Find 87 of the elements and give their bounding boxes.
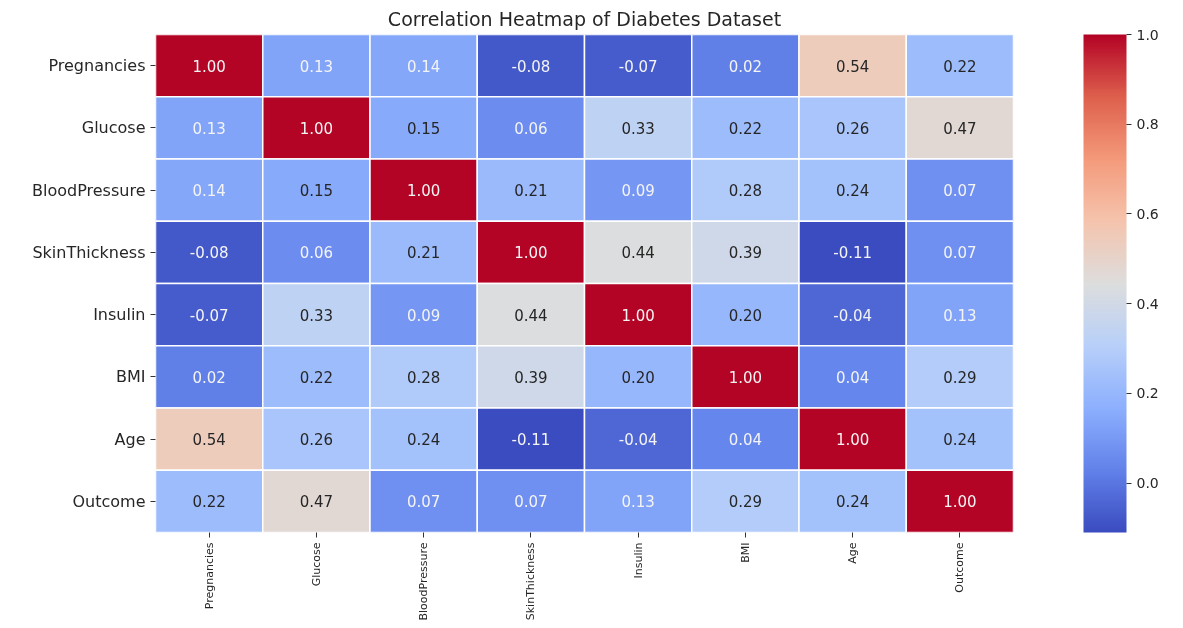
data-label: 0.07 (514, 493, 548, 512)
data-label: 0.39 (514, 368, 548, 387)
data-label: 0.09 (621, 182, 655, 201)
color-bar-label: 0.0 (1136, 475, 1159, 492)
x-tick-label: Age (846, 542, 860, 564)
data-label: 0.28 (728, 182, 763, 201)
data-label: 0.26 (835, 119, 870, 138)
data-label: 0.47 (943, 119, 977, 138)
data-label: 1.00 (299, 119, 334, 138)
data-label: 0.24 (835, 493, 870, 512)
data-label: 0.14 (406, 57, 441, 76)
data-label: 0.22 (943, 57, 977, 76)
data-label: 0.15 (299, 182, 334, 201)
data-label: 0.13 (621, 493, 655, 512)
data-label: 0.22 (728, 119, 763, 138)
data-label: 0.29 (728, 493, 763, 512)
y-tick-label: Insulin (93, 305, 146, 325)
data-label: 0.28 (406, 368, 441, 387)
y-tick-label: Age (114, 429, 146, 449)
x-tick-label: Pregnancies (202, 542, 216, 610)
data-label: 1.00 (835, 431, 870, 450)
x-tick-label: BloodPressure (417, 542, 431, 621)
data-label: 0.26 (299, 431, 334, 450)
data-label: 1.00 (728, 368, 763, 387)
data-label: 1.00 (621, 306, 655, 325)
data-label: 0.54 (192, 431, 226, 450)
data-label: 0.15 (406, 119, 441, 138)
y-tick-label: BloodPressure (32, 180, 146, 200)
data-label: -0.11 (511, 431, 551, 450)
data-label: 0.13 (299, 57, 334, 76)
data-label: 0.14 (192, 182, 226, 201)
y-tick-label: BMI (116, 367, 146, 387)
data-label: 0.07 (943, 244, 977, 263)
color-bar-label: 0.2 (1136, 385, 1159, 402)
data-label: 0.13 (192, 119, 226, 138)
data-label: 0.07 (406, 493, 441, 512)
data-label: 0.47 (299, 493, 334, 512)
data-label: 1.00 (943, 493, 977, 512)
y-tick-label: Outcome (72, 491, 146, 511)
x-tick-label: Outcome (953, 542, 967, 593)
data-label: 0.24 (943, 431, 977, 450)
data-label: 0.20 (621, 368, 655, 387)
data-label: 0.02 (728, 57, 763, 76)
data-label: 0.39 (728, 244, 763, 263)
data-label: 0.44 (514, 306, 548, 325)
data-label: -0.04 (833, 306, 873, 325)
data-label: 0.02 (192, 368, 226, 387)
data-label: 0.54 (835, 57, 870, 76)
y-tick-label: Glucose (81, 118, 146, 138)
data-label: -0.07 (618, 57, 658, 76)
data-label: 0.29 (943, 368, 977, 387)
data-label: 0.22 (299, 368, 334, 387)
data-label: 0.04 (728, 431, 763, 450)
data-label: 1.00 (406, 182, 441, 201)
data-label: 0.22 (192, 493, 226, 512)
x-tick-label: Insulin (631, 542, 645, 579)
y-tick-label: Pregnancies (48, 56, 146, 76)
x-tick-label: SkinThickness (524, 542, 538, 621)
data-label: 0.24 (835, 182, 870, 201)
data-label: 0.21 (406, 244, 441, 263)
color-bar-label: 0.6 (1136, 205, 1159, 222)
data-label: 0.21 (514, 182, 548, 201)
color-bar-label: 0.4 (1136, 295, 1159, 312)
data-label: 0.13 (943, 306, 977, 325)
data-label: -0.07 (189, 306, 229, 325)
data-label: 0.09 (406, 306, 441, 325)
x-tick-label: Glucose (309, 542, 323, 587)
data-label: 0.24 (406, 431, 441, 450)
chart-title: Correlation Heatmap of Diabetes Dataset (387, 7, 782, 30)
color-bar-label: 0.8 (1136, 116, 1159, 133)
x-tick-label: BMI (738, 542, 752, 563)
data-label: -0.11 (833, 244, 873, 263)
data-label: 1.00 (192, 57, 226, 76)
data-label: 0.07 (943, 182, 977, 201)
data-label: -0.08 (511, 57, 551, 76)
data-label: -0.04 (618, 431, 658, 450)
y-tick-label: SkinThickness (32, 242, 146, 262)
data-label: 0.33 (299, 306, 334, 325)
data-label: 0.04 (835, 368, 870, 387)
data-label: 0.20 (728, 306, 763, 325)
data-label: 0.06 (514, 119, 548, 138)
data-label: 1.00 (514, 244, 548, 263)
data-label: 0.33 (621, 119, 655, 138)
data-label: 0.06 (299, 244, 334, 263)
data-label: 0.44 (621, 244, 655, 263)
color-bar-label: 1.0 (1136, 26, 1159, 43)
data-label: -0.08 (189, 244, 229, 263)
